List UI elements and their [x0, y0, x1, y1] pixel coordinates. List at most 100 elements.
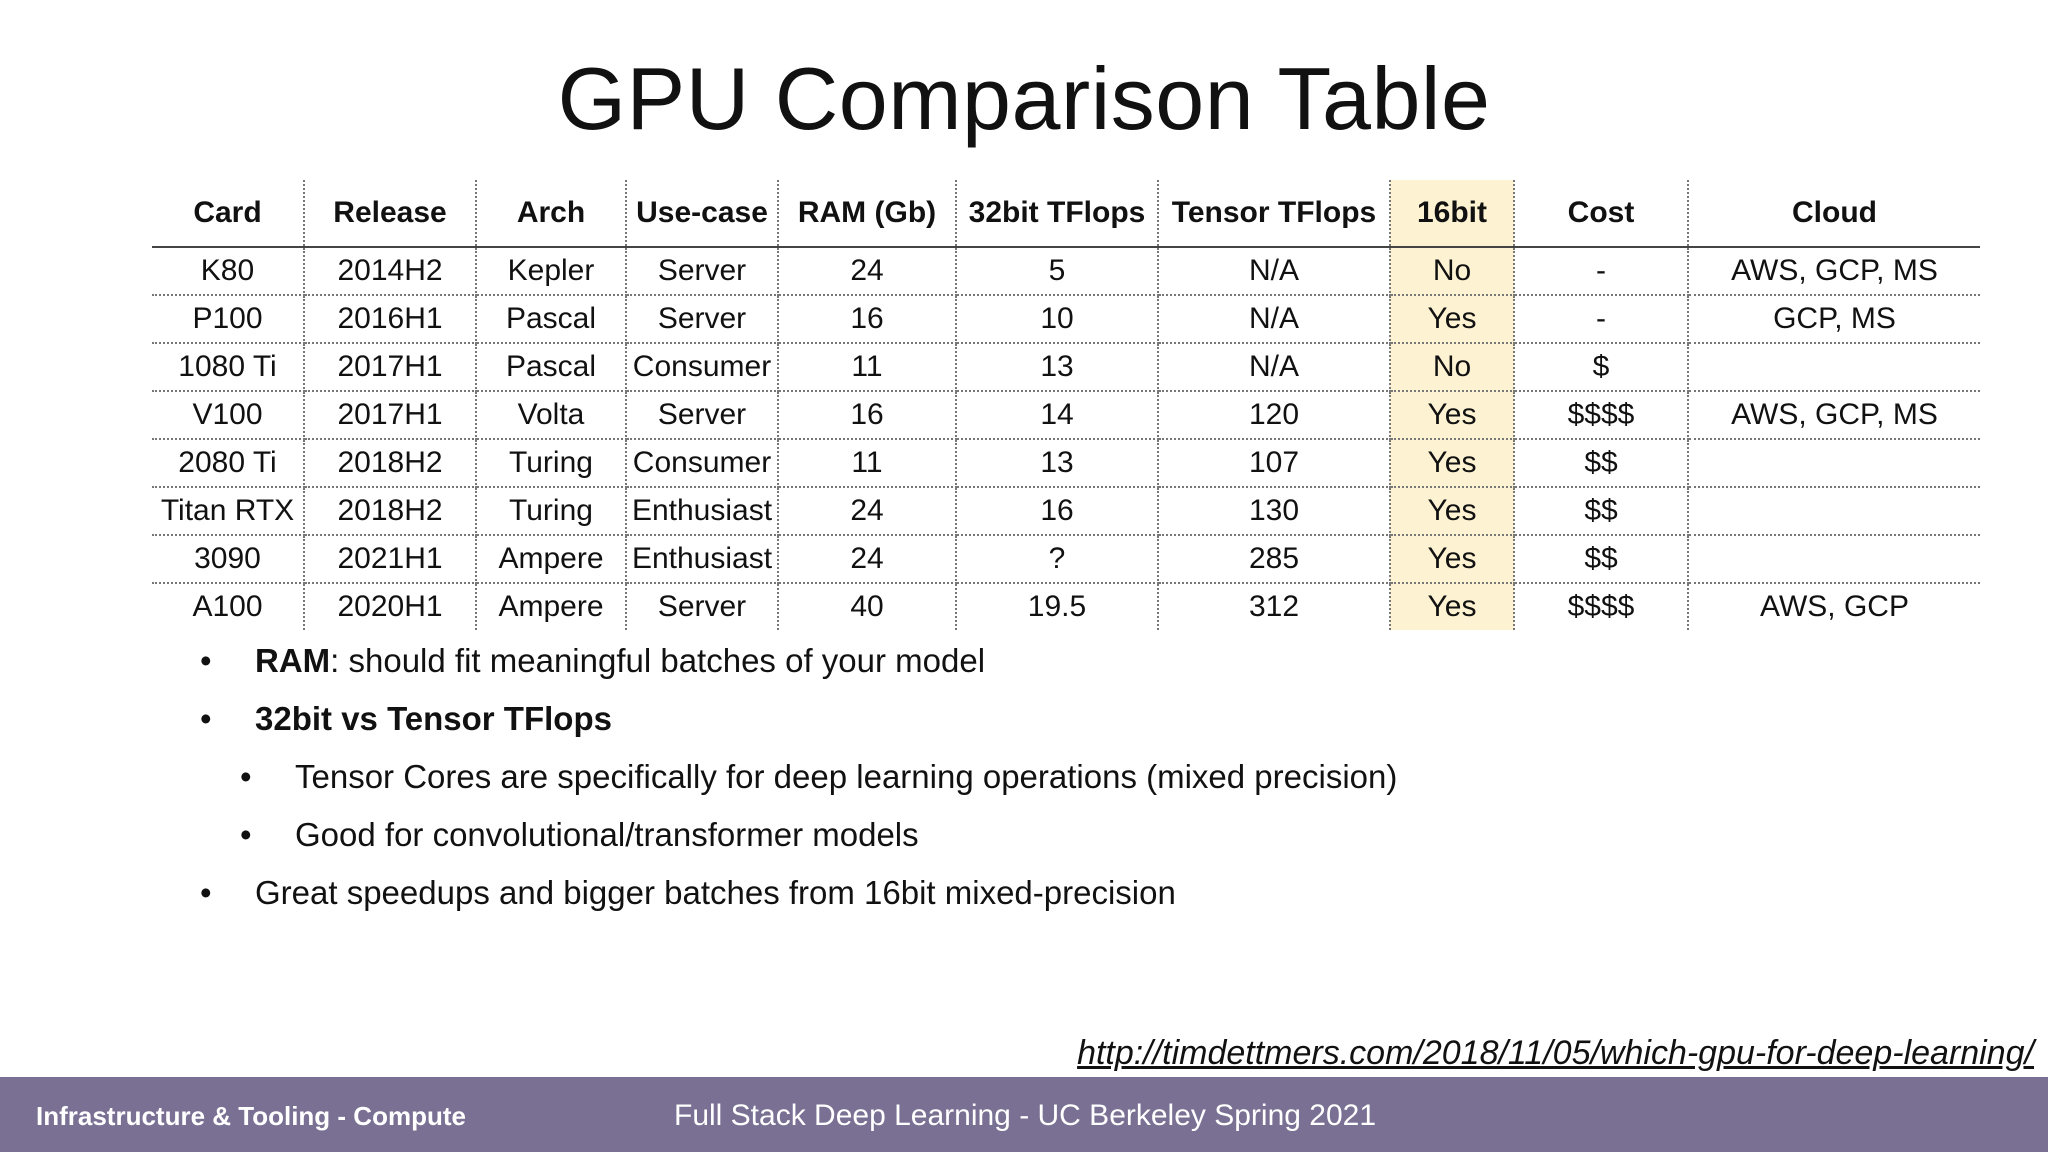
cell-cloud [1687, 343, 1980, 392]
cell-ram: 16 [777, 295, 957, 344]
header-ram: RAM (Gb) [777, 180, 957, 248]
cell-arch: Pascal [475, 343, 627, 392]
cell-tensor-tflops: N/A [1157, 295, 1391, 344]
cell-tensor-tflops: 312 [1157, 583, 1391, 630]
cell-card: 1080 Ti [152, 343, 305, 392]
header-tensor-tflops: Tensor TFlops [1157, 180, 1391, 248]
cell-ram: 11 [777, 439, 957, 488]
footer-section-label: Infrastructure & Tooling - Compute [36, 1101, 466, 1131]
cell-32bit-tflops: 10 [955, 295, 1159, 344]
cell-cost: $ [1513, 343, 1689, 392]
cell-tensor-tflops: N/A [1157, 343, 1391, 392]
cell-use-case: Server [625, 247, 779, 296]
cell-tensor-tflops: 107 [1157, 439, 1391, 488]
cell-arch: Volta [475, 391, 627, 440]
cell-cost: $$$$ [1513, 583, 1689, 630]
cell-release: 2014H2 [303, 247, 477, 296]
cell-use-case: Enthusiast [625, 487, 779, 536]
cell-use-case: Server [625, 295, 779, 344]
bullet-speedups: Great speedups and bigger batches from 1… [200, 864, 1397, 922]
cell-cloud [1687, 535, 1980, 584]
cell-card: A100 [152, 583, 305, 630]
cell-tensor-tflops: 285 [1157, 535, 1391, 584]
table-row: 3090 2021H1 Ampere Enthusiast 24 ? 285 Y… [152, 535, 1980, 584]
footer-bar: Infrastructure & Tooling - Compute Full … [0, 1077, 2048, 1152]
sub-bullet-models-text: Good for convolutional/transformer model… [295, 816, 919, 853]
cell-ram: 16 [777, 391, 957, 440]
bullet-tflops: 32bit vs Tensor TFlops [200, 690, 1397, 748]
cell-tensor-tflops: 130 [1157, 487, 1391, 536]
cell-cost: $$ [1513, 439, 1689, 488]
table-row: V100 2017H1 Volta Server 16 14 120 Yes $… [152, 391, 1980, 440]
cell-32bit-tflops: 16 [955, 487, 1159, 536]
cell-cloud: AWS, GCP, MS [1687, 391, 1980, 440]
cell-32bit-tflops: 13 [955, 343, 1159, 392]
cell-ram: 24 [777, 247, 957, 296]
bullet-ram-text: : should fit meaningful batches of your … [330, 642, 986, 679]
header-release: Release [303, 180, 477, 248]
cell-card: Titan RTX [152, 487, 305, 536]
bullet-ram: RAM: should fit meaningful batches of yo… [200, 632, 1397, 690]
cell-arch: Turing [475, 439, 627, 488]
cell-release: 2018H2 [303, 439, 477, 488]
reference-link[interactable]: http://timdettmers.com/2018/11/05/which-… [1077, 1034, 2034, 1072]
cell-use-case: Consumer [625, 439, 779, 488]
table-row: P100 2016H1 Pascal Server 16 10 N/A Yes … [152, 295, 1980, 344]
cell-ram: 11 [777, 343, 957, 392]
bullet-speedups-text: Great speedups and bigger batches from 1… [255, 874, 1176, 911]
table-row: 2080 Ti 2018H2 Turing Consumer 11 13 107… [152, 439, 1980, 488]
cell-32bit-tflops: 14 [955, 391, 1159, 440]
header-cloud: Cloud [1687, 180, 1980, 248]
cell-32bit-tflops: 5 [955, 247, 1159, 296]
sub-bullet-models: Good for convolutional/transformer model… [240, 806, 1397, 864]
cell-ram: 24 [777, 535, 957, 584]
cell-ram: 24 [777, 487, 957, 536]
cell-arch: Ampere [475, 583, 627, 630]
bullet-ram-term: RAM [255, 642, 331, 679]
cell-cloud: GCP, MS [1687, 295, 1980, 344]
cell-16bit: Yes [1389, 295, 1515, 344]
cell-release: 2021H1 [303, 535, 477, 584]
cell-release: 2017H1 [303, 391, 477, 440]
bullet-list: RAM: should fit meaningful batches of yo… [200, 632, 1397, 922]
cell-release: 2020H1 [303, 583, 477, 630]
header-cost: Cost [1513, 180, 1689, 248]
cell-arch: Pascal [475, 295, 627, 344]
cell-release: 2016H1 [303, 295, 477, 344]
cell-cost: - [1513, 295, 1689, 344]
cell-16bit: Yes [1389, 439, 1515, 488]
cell-use-case: Server [625, 583, 779, 630]
sub-bullet-tensor-cores: Tensor Cores are specifically for deep l… [240, 748, 1397, 806]
cell-tensor-tflops: N/A [1157, 247, 1391, 296]
table-row: 1080 Ti 2017H1 Pascal Consumer 11 13 N/A… [152, 343, 1980, 392]
cell-card: P100 [152, 295, 305, 344]
cell-32bit-tflops: 13 [955, 439, 1159, 488]
cell-cost: $$ [1513, 535, 1689, 584]
cell-cost: $$$$ [1513, 391, 1689, 440]
table-row: Titan RTX 2018H2 Turing Enthusiast 24 16… [152, 487, 1980, 536]
header-use-case: Use-case [625, 180, 779, 248]
cell-card: 2080 Ti [152, 439, 305, 488]
cell-cloud [1687, 487, 1980, 536]
footer-course-label: Full Stack Deep Learning - UC Berkeley S… [674, 1099, 1377, 1132]
cell-32bit-tflops: 19.5 [955, 583, 1159, 630]
cell-32bit-tflops: ? [955, 535, 1159, 584]
cell-use-case: Consumer [625, 343, 779, 392]
cell-16bit: Yes [1389, 487, 1515, 536]
cell-ram: 40 [777, 583, 957, 630]
cell-16bit: No [1389, 247, 1515, 296]
table-header-row: Card Release Arch Use-case RAM (Gb) 32bi… [152, 180, 1980, 248]
cell-16bit: No [1389, 343, 1515, 392]
cell-16bit: Yes [1389, 535, 1515, 584]
cell-tensor-tflops: 120 [1157, 391, 1391, 440]
header-arch: Arch [475, 180, 627, 248]
sub-bullet-tensor-cores-text: Tensor Cores are specifically for deep l… [295, 758, 1398, 795]
cell-use-case: Enthusiast [625, 535, 779, 584]
cell-cloud: AWS, GCP, MS [1687, 247, 1980, 296]
cell-use-case: Server [625, 391, 779, 440]
cell-card: 3090 [152, 535, 305, 584]
cell-cloud [1687, 439, 1980, 488]
cell-cost: $$ [1513, 487, 1689, 536]
bullet-tflops-term: 32bit vs Tensor TFlops [255, 700, 612, 737]
slide-title: GPU Comparison Table [557, 49, 1491, 148]
